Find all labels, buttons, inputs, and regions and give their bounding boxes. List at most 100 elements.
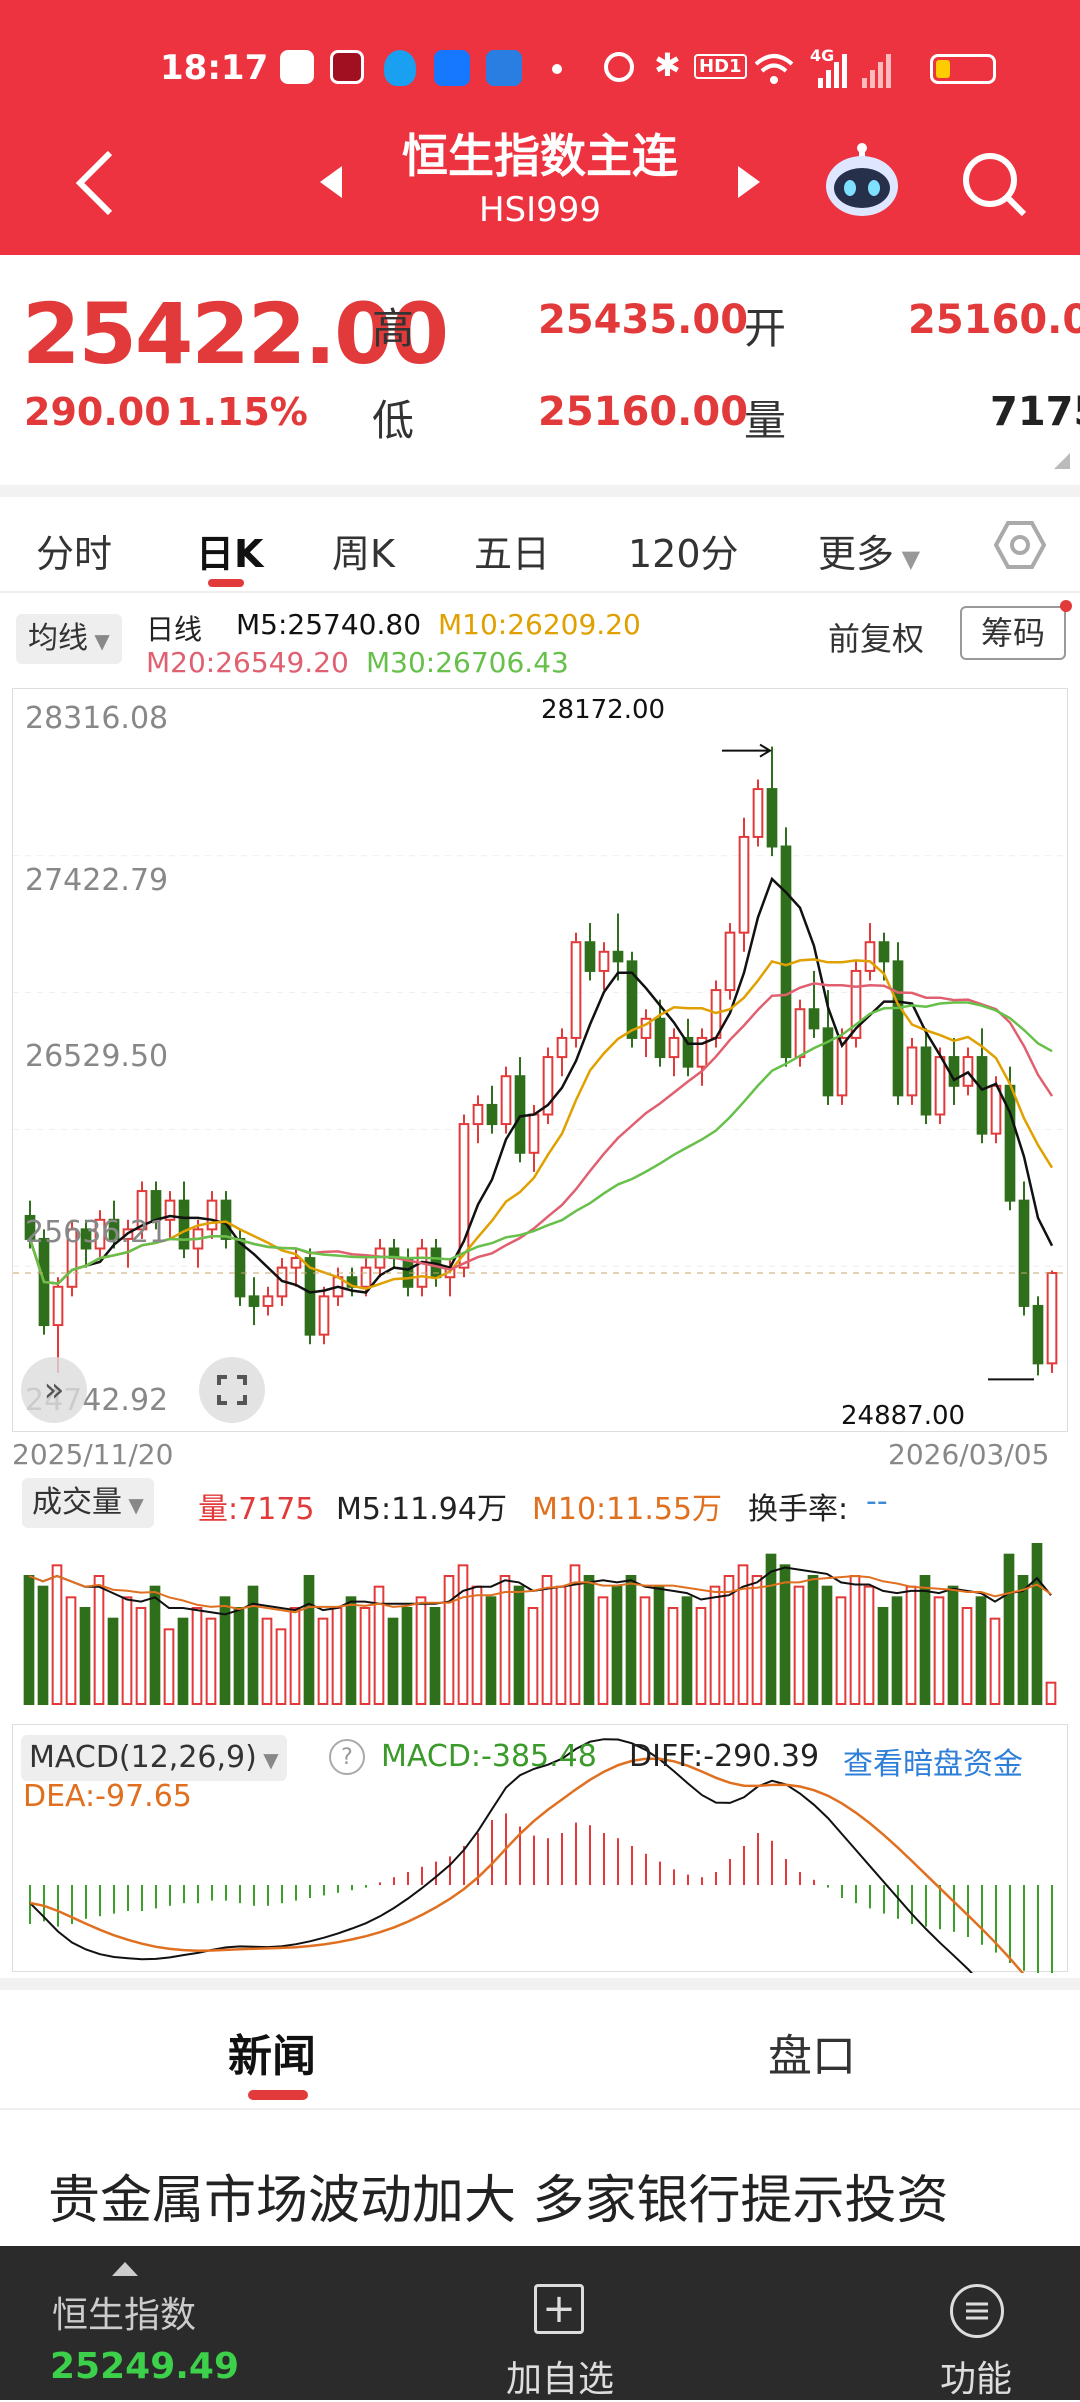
candle-up <box>640 1017 652 1039</box>
menu-icon[interactable] <box>950 2284 1004 2338</box>
volume-bar <box>233 1607 245 1705</box>
add-watchlist-label[interactable]: 加自选 <box>506 2359 615 2400</box>
tab-more[interactable]: 更多 ▼ <box>818 523 920 578</box>
index-name[interactable]: 恒生指数 <box>52 2295 197 2336</box>
hd-icon: HD1 <box>694 54 747 79</box>
back-arrow-icon[interactable] <box>70 148 120 218</box>
ma-selector[interactable]: 均线 ▼ <box>16 614 122 664</box>
expand-corner-icon[interactable] <box>1052 451 1072 471</box>
chips-button[interactable]: 筹码 <box>960 606 1066 660</box>
high-label: 高 <box>372 304 415 353</box>
tab-daily-k[interactable]: 日K <box>196 532 264 576</box>
volume-bar <box>667 1607 679 1705</box>
volume-bar <box>905 1585 917 1706</box>
volume-bar <box>709 1585 721 1706</box>
prev-contract-icon[interactable] <box>316 162 346 202</box>
help-icon[interactable]: ? <box>329 1739 365 1775</box>
tab-news[interactable]: 新闻 <box>228 2031 316 2082</box>
volume-bar <box>289 1607 301 1705</box>
search-icon[interactable] <box>960 150 1030 220</box>
candle-up <box>556 1036 568 1059</box>
volume-bar <box>429 1607 441 1705</box>
settings-hex-icon[interactable] <box>994 519 1046 571</box>
candle-up <box>696 1036 708 1068</box>
next-contract-icon[interactable] <box>734 162 764 202</box>
volume-bar <box>205 1617 217 1705</box>
open-label: 开 <box>744 304 787 353</box>
candle-up <box>906 1046 918 1097</box>
price-change: 290.00 <box>24 390 171 434</box>
news-tabs: 新闻 盘口 <box>0 1990 1080 2110</box>
volume-bar <box>443 1575 455 1705</box>
candle-down <box>80 1228 92 1250</box>
signal-icon <box>818 54 891 88</box>
y-label: 25636.21 <box>25 1215 169 1250</box>
chevron-up-icon[interactable] <box>110 2260 140 2278</box>
active-tab-indicator <box>248 2090 308 2100</box>
volume-bar <box>121 1596 133 1705</box>
volume-bar <box>695 1607 707 1705</box>
kline-chart[interactable]: 28316.08 27422.79 26529.50 25636.21 2474… <box>12 688 1069 1432</box>
volume-bar <box>219 1596 231 1705</box>
dark-pool-link[interactable]: 查看暗盘资金 <box>843 1747 1023 1782</box>
function-label[interactable]: 功能 <box>940 2359 1013 2400</box>
news-headline[interactable]: 贵金属市场波动加大 多家银行提示投资 <box>48 2171 949 2231</box>
volume-selector[interactable]: 成交量 ▼ <box>22 1478 154 1528</box>
add-icon[interactable]: + <box>534 2284 584 2334</box>
tab-order-book[interactable]: 盘口 <box>768 2031 856 2082</box>
price-change-pct: 1.15% <box>176 390 308 434</box>
chevron-down-icon: ▼ <box>88 629 110 653</box>
low-value: 25160.00 <box>538 389 749 435</box>
candle-down <box>682 1036 694 1068</box>
volume-bar <box>415 1596 427 1705</box>
candle-down <box>948 1056 960 1087</box>
candle-up <box>836 1036 848 1097</box>
dea-value: DEA:-97.65 <box>23 1779 192 1814</box>
candle-down <box>248 1295 260 1307</box>
candle-down <box>612 950 624 963</box>
candle-up <box>360 1266 372 1288</box>
app-notification-icon <box>280 50 314 84</box>
volume-chart[interactable] <box>12 1534 1068 1716</box>
ma5-value: M5:25740.80 <box>236 608 422 641</box>
volume-bar <box>751 1575 763 1705</box>
ai-robot-icon[interactable] <box>822 140 902 220</box>
line-type-label: 日线 <box>146 613 203 646</box>
fullscreen-icon[interactable] <box>199 1357 265 1423</box>
candle-up <box>52 1285 64 1327</box>
macd-panel[interactable]: MACD(12,26,9) ▼ ? MACD:-385.48 DIFF:-290… <box>12 1724 1068 1973</box>
low-label: 低 <box>372 396 415 445</box>
volume-bar <box>1045 1681 1057 1706</box>
volume-bar <box>863 1585 875 1706</box>
volume-bar <box>359 1607 371 1705</box>
candle-down <box>486 1103 498 1126</box>
contract-title: 恒生指数主连 <box>402 129 678 183</box>
collapse-panel-icon[interactable]: » <box>21 1357 87 1423</box>
tab-120min[interactable]: 120分 <box>628 532 739 576</box>
candle-up <box>1046 1272 1058 1365</box>
tab-weekly-k[interactable]: 周K <box>332 532 395 576</box>
candle-down <box>654 1017 666 1059</box>
candle-down <box>234 1237 246 1298</box>
adjust-type[interactable]: 前复权 <box>828 620 925 658</box>
volume-value: 7175 <box>990 389 1080 435</box>
candle-up <box>458 1123 470 1269</box>
candle-down <box>780 845 792 1059</box>
candle-up <box>290 1257 302 1269</box>
candle-down <box>1004 1084 1016 1202</box>
volume-current: 量:7175 <box>198 1492 315 1527</box>
ma-legend-bar: 均线 ▼ 日线 M5:25740.80 M10:26209.20 M20:265… <box>0 596 1080 686</box>
index-value: 25249.49 <box>50 2346 240 2387</box>
tab-five-day[interactable]: 五日 <box>474 532 551 576</box>
volume-bar <box>373 1585 385 1706</box>
volume-bar <box>93 1575 105 1705</box>
macd-selector[interactable]: MACD(12,26,9) ▼ <box>21 1735 287 1781</box>
candle-down <box>920 1046 932 1116</box>
tab-intraday[interactable]: 分时 <box>36 532 113 576</box>
top-nav-bar: 恒生指数主连 HSI999 <box>0 110 1080 255</box>
volume-bar <box>961 1607 973 1705</box>
divider <box>0 1978 1080 1990</box>
ma20-value: M20:26549.20 <box>146 646 349 679</box>
volume-bar <box>23 1575 35 1705</box>
quote-panel: 25422.00 290.00 1.15% 高 25435.00 开 25160… <box>0 255 1080 485</box>
